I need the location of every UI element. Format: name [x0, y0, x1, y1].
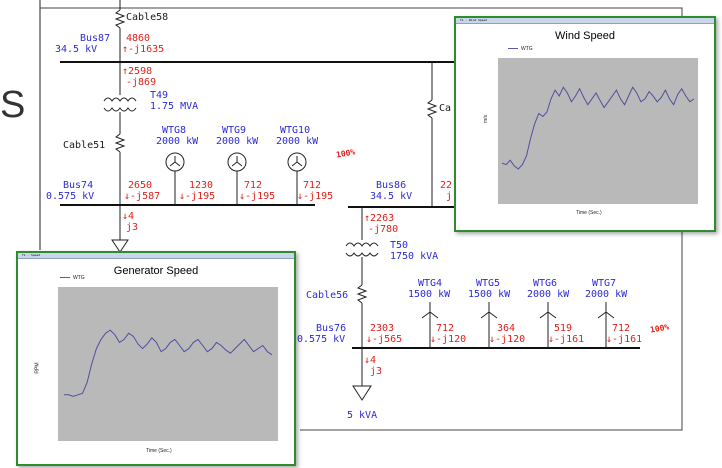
cable58-label: Cable58 [126, 12, 169, 23]
wind-series-line [501, 86, 695, 170]
bus86-q-partial: j [446, 191, 453, 202]
wind-chart-plot [498, 58, 698, 204]
wtg9-p: 712 [244, 180, 263, 191]
flow-top-p: 4860 [126, 33, 151, 44]
wind-window-titlebar-text: TL - Wind Speed [460, 18, 488, 22]
load-left-symbol [111, 239, 129, 253]
wtg8-p: 1230 [189, 180, 214, 191]
wtg7-q: ↓-j161 [606, 334, 643, 345]
wtg5-kw: 1500 kW [468, 289, 511, 300]
wtg4-p: 712 [436, 323, 455, 334]
cable56-symbol [356, 284, 368, 304]
load-right-rating: 5 kVA [347, 410, 378, 421]
bus74-kv: 0.575 kV [46, 191, 95, 202]
bus87-name: Bus87 [80, 33, 111, 44]
cable51-symbol [114, 133, 126, 153]
bus76-name: Bus76 [316, 323, 347, 334]
wtg10-generator [287, 152, 307, 205]
gen-ylabel: RPM [34, 362, 41, 374]
wtg10-p: 712 [303, 180, 322, 191]
wtg5-p: 364 [497, 323, 516, 334]
wtg4-turbine [421, 302, 439, 348]
t49-name: T49 [150, 90, 169, 101]
wtg7-p: 712 [612, 323, 631, 334]
left-edge-letter: S [0, 84, 26, 126]
bus86-name: Bus86 [376, 180, 407, 191]
cable-right-partial-symbol [426, 99, 438, 119]
wind-ylabel: m/s [483, 114, 490, 124]
flow-t50-p: ↑2263 [364, 213, 395, 224]
wtg7-turbine [597, 302, 615, 348]
gen-window-titlebar[interactable]: TL - Speed [18, 253, 294, 259]
wtg5-name: WTG5 [476, 278, 501, 289]
gen-chart-title: Generator Speed [113, 265, 199, 277]
t49-rating: 1.75 MVA [150, 101, 199, 112]
t50-rating: 1750 kVA [390, 251, 439, 262]
load-right-q: j3 [370, 366, 383, 377]
wtg9-q: ↓-j195 [239, 191, 276, 202]
wtg10-kw: 2000 kW [276, 136, 319, 147]
load-right-p: ↓4 [364, 355, 377, 366]
wtg5-q: ↓-j120 [489, 334, 526, 345]
wtg10-q: ↓-j195 [297, 191, 334, 202]
wtg7-name: WTG7 [592, 278, 617, 289]
wind-chart-area [498, 58, 698, 204]
wtg6-p: 519 [554, 323, 573, 334]
wtg6-kw: 2000 kW [527, 289, 570, 300]
wtg8-q: ↓-j195 [179, 191, 216, 202]
gen-chart-plot [58, 287, 278, 441]
gen-xlabel: Time (Sec.) [146, 448, 172, 454]
flow-t50-q: -j780 [368, 224, 399, 235]
wtg7-kw: 2000 kW [585, 289, 628, 300]
gen-legend: WTG [60, 275, 85, 281]
flow-t49-p: ↑2598 [122, 66, 153, 77]
wtg8-name: WTG8 [162, 125, 187, 136]
bus76-kv: 0.575 kV [297, 334, 346, 345]
load-right-symbol [352, 385, 372, 401]
wtg6-name: WTG6 [533, 278, 558, 289]
wtg9-name: WTG9 [222, 125, 247, 136]
wind-window-titlebar[interactable]: TL - Wind Speed [456, 18, 714, 24]
cable-right-partial-label: Ca [439, 103, 452, 114]
wtg4-kw: 1500 kW [408, 289, 451, 300]
bus76-q: ↓-j565 [366, 334, 403, 345]
wtg9-kw: 2000 kW [216, 136, 259, 147]
generator-speed-window[interactable]: TL - Speed Generator Speed WTG RPM Time … [16, 251, 296, 466]
wtg6-q: ↓-j161 [548, 334, 585, 345]
wtg5-turbine [480, 302, 498, 348]
wind-xlabel: Time (Sec.) [576, 210, 602, 216]
wind-chart-title: Wind Speed [555, 30, 615, 42]
cable56-label: Cable56 [306, 290, 349, 301]
gen-series-line [64, 329, 273, 397]
bus86-p-partial: 22 [440, 180, 453, 191]
wtg8-kw: 2000 kW [156, 136, 199, 147]
flow-top-q: ↑-j1635 [122, 44, 165, 55]
gen-window-titlebar-text: TL - Speed [22, 253, 41, 257]
wtg4-name: WTG4 [418, 278, 443, 289]
gen-chart-area [58, 287, 278, 441]
bus74-name: Bus74 [63, 180, 94, 191]
t49-transformer-symbol [103, 97, 137, 112]
load-left-q: j3 [126, 222, 139, 233]
wtg9-generator [227, 152, 247, 205]
flow-t49-q: -j869 [126, 77, 157, 88]
load-left-p: ↓4 [122, 211, 135, 222]
wind-legend: WTG [508, 46, 533, 52]
bus86-kv: 34.5 kV [370, 191, 413, 202]
bus87-kv: 34.5 kV [55, 44, 98, 55]
bus76-p: 2303 [370, 323, 395, 334]
t50-name: T50 [390, 240, 409, 251]
wind-speed-window[interactable]: TL - Wind Speed Wind Speed WTG m/s Time … [454, 16, 716, 232]
wtg6-turbine [539, 302, 557, 348]
wtg4-q: ↓-j120 [430, 334, 467, 345]
wtg10-name: WTG10 [280, 125, 311, 136]
bus74-q: ↓-j587 [124, 191, 161, 202]
cable58-symbol [114, 9, 126, 29]
t50-transformer-symbol [345, 242, 379, 257]
cable51-label: Cable51 [63, 140, 106, 151]
wtg8-generator [165, 152, 185, 205]
bus74-p: 2650 [128, 180, 153, 191]
